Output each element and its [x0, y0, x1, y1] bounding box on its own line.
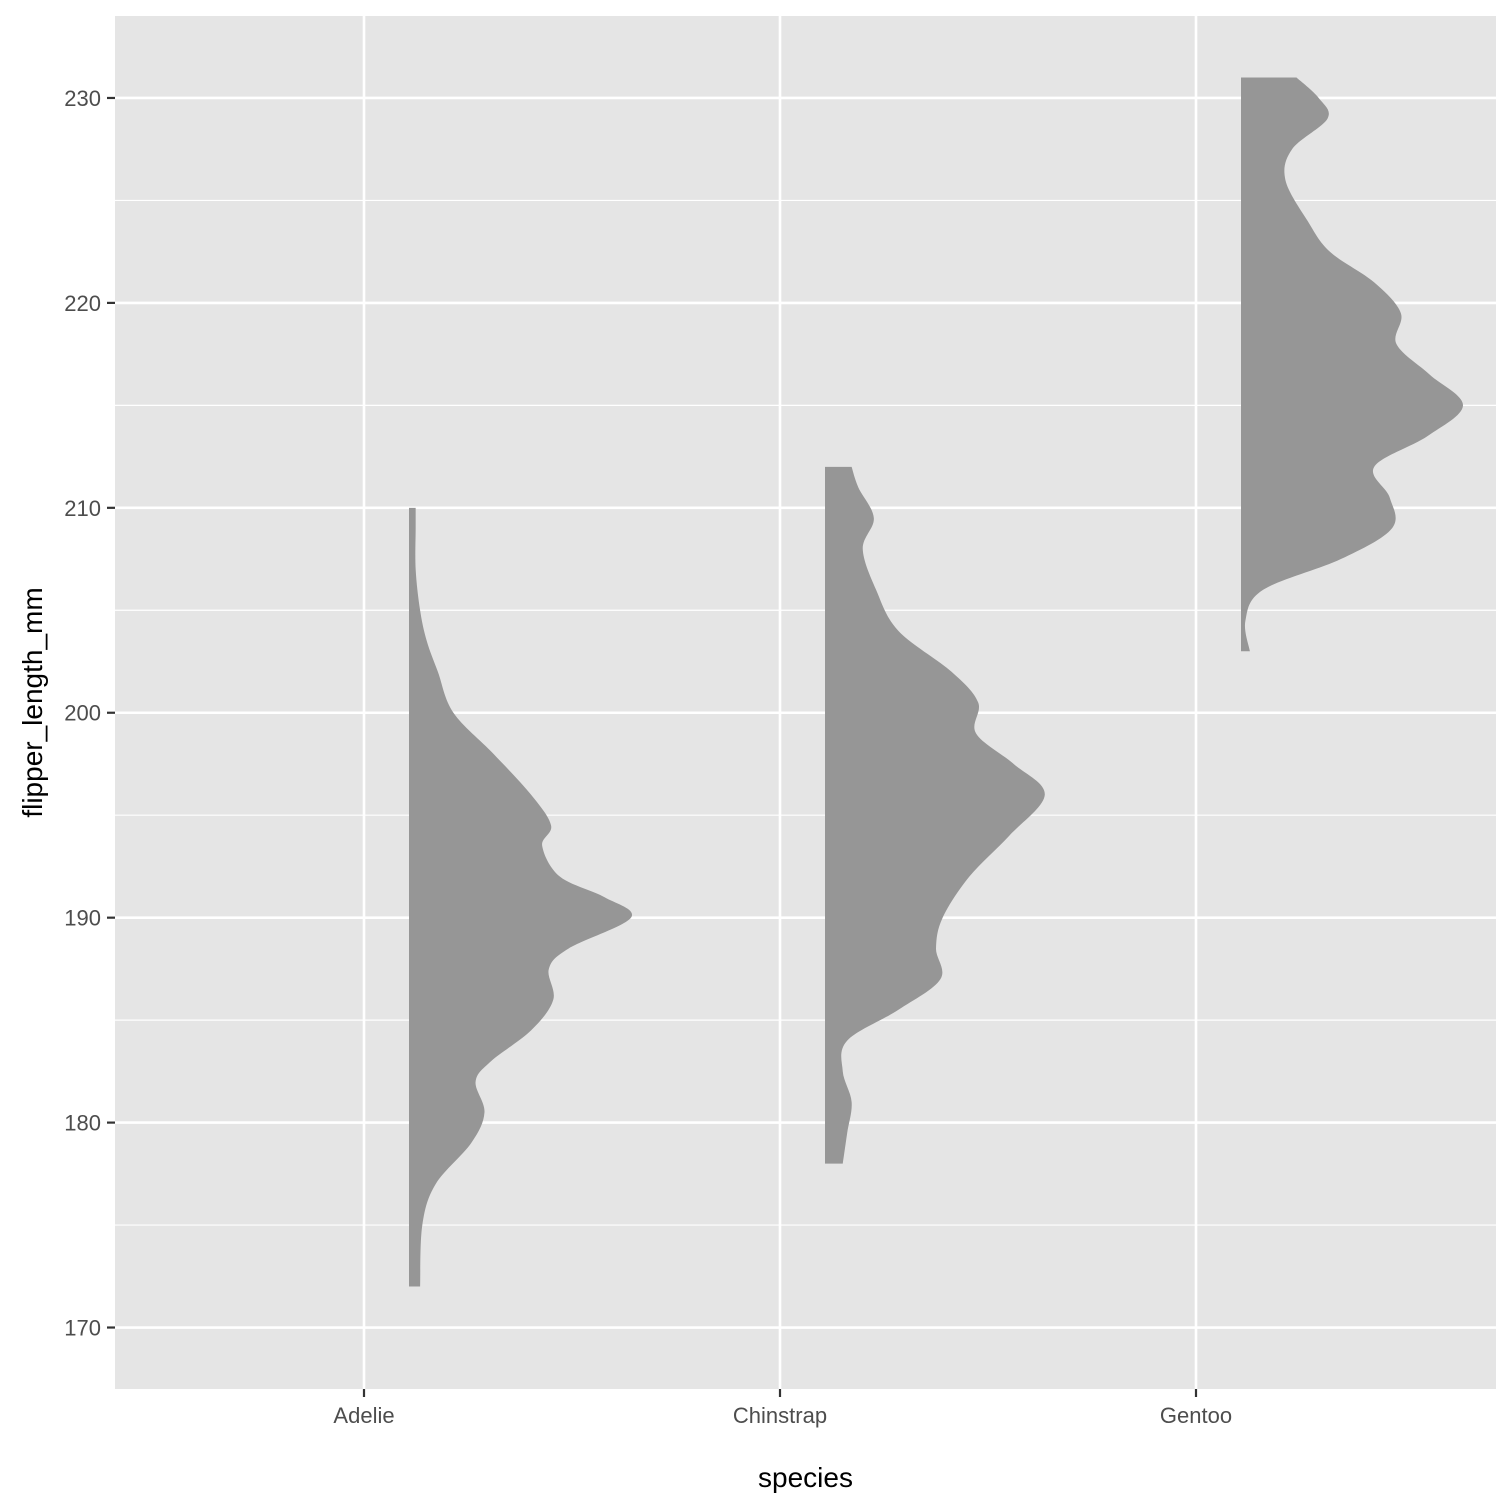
y-tick-label: 180 [64, 1111, 101, 1136]
y-tick-label: 170 [64, 1316, 101, 1341]
x-tick-label-adelie: Adelie [333, 1403, 394, 1428]
x-axis: Adelie Chinstrap Gentoo [333, 1389, 1232, 1428]
y-axis: 170 180 190 200 210 220 230 [64, 86, 115, 1341]
y-tick-label: 220 [64, 291, 101, 316]
violin-gentoo [1241, 77, 1464, 652]
y-tick-label: 210 [64, 496, 101, 521]
violin-adelie [409, 507, 633, 1287]
y-tick-label: 230 [64, 86, 101, 111]
y-axis-title: flipper_length_mm [17, 587, 48, 817]
y-tick-label: 200 [64, 701, 101, 726]
violin-chinstrap [825, 466, 1045, 1164]
x-tick-label-gentoo: Gentoo [1160, 1403, 1232, 1428]
y-tick-label: 190 [64, 906, 101, 931]
violins [409, 77, 1464, 1287]
x-axis-title: species [758, 1462, 853, 1493]
x-tick-label-chinstrap: Chinstrap [733, 1403, 827, 1428]
